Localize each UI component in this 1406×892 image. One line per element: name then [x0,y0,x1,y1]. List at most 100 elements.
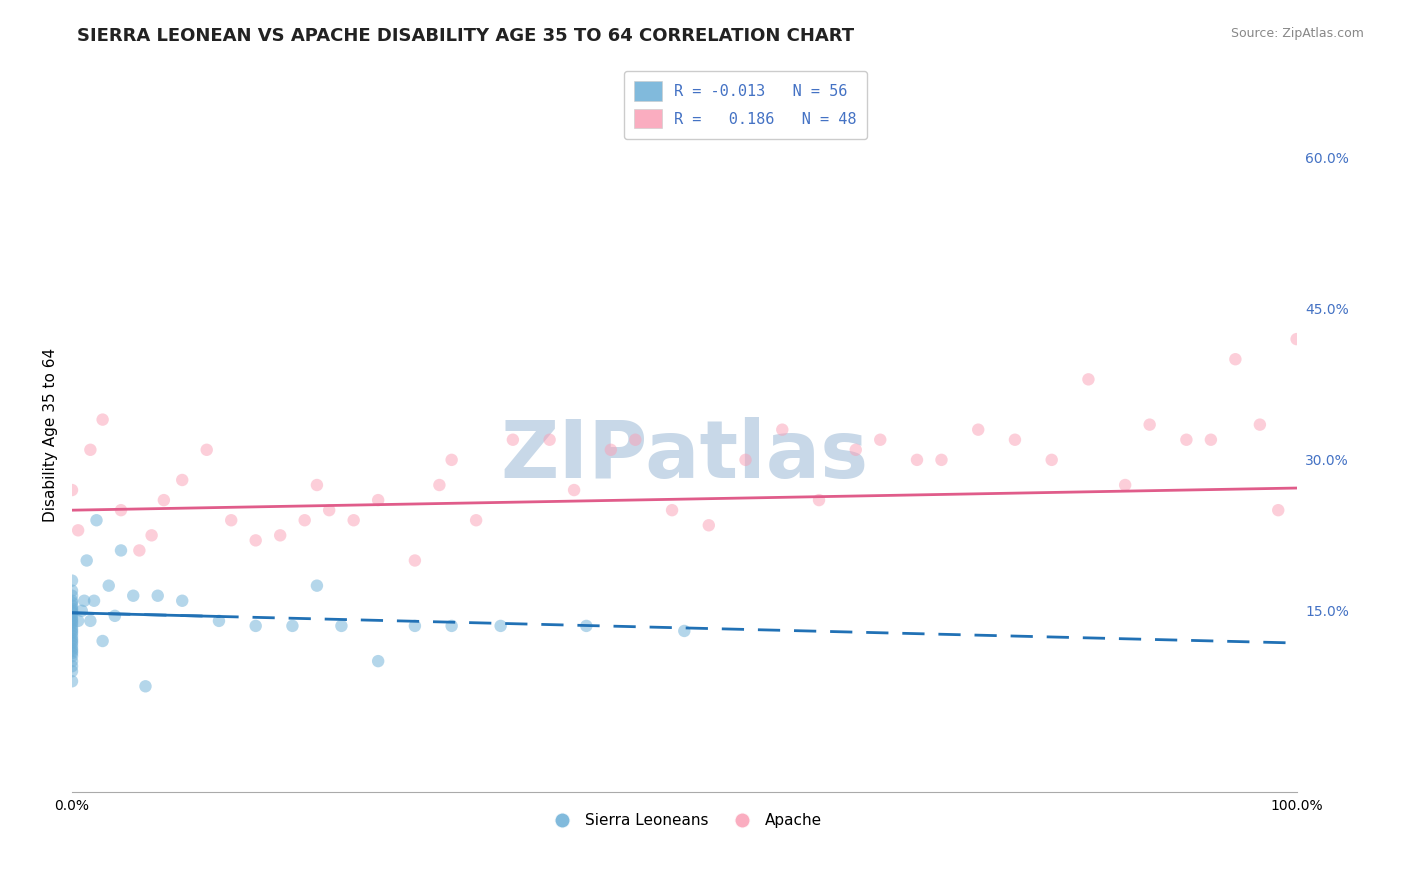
Point [330,619,353,633]
Legend: Sierra Leoneans, Apache: Sierra Leoneans, Apache [540,807,828,834]
Point [673,624,696,638]
Point [134,679,156,693]
Point [1077,372,1099,386]
Point [661,503,683,517]
Point [60,632,83,646]
Point [967,423,990,437]
Y-axis label: Disability Age 35 to 64: Disability Age 35 to 64 [44,348,58,522]
Point [60,612,83,626]
Point [60,593,83,607]
Point [60,583,83,598]
Point [1114,478,1136,492]
Point [1199,433,1222,447]
Point [367,493,389,508]
Point [172,473,194,487]
Text: SIERRA LEONEAN VS APACHE DISABILITY AGE 35 TO 64 CORRELATION CHART: SIERRA LEONEAN VS APACHE DISABILITY AGE … [77,27,855,45]
Point [931,453,953,467]
Point [73,593,96,607]
Point [318,503,340,517]
Point [60,615,83,630]
Point [1040,453,1063,467]
Point [599,442,621,457]
Point [86,513,108,527]
Point [269,528,291,542]
Point [122,589,145,603]
Point [489,619,512,633]
Point [60,619,83,633]
Point [60,589,83,603]
Point [219,513,242,527]
Point [697,518,720,533]
Point [770,423,793,437]
Point [1285,332,1308,346]
Point [79,442,101,457]
Point [60,606,83,620]
Point [91,634,114,648]
Point [60,614,83,628]
Point [110,503,132,517]
Point [60,596,83,610]
Point [404,553,426,567]
Point [60,604,83,618]
Point [562,483,585,497]
Point [67,524,90,538]
Point [83,593,105,607]
Point [60,599,83,613]
Point [1004,433,1026,447]
Point [153,493,176,508]
Point [60,626,83,640]
Point [67,614,90,628]
Point [1249,417,1271,432]
Point [440,619,463,633]
Point [624,433,647,447]
Point [97,579,120,593]
Point [734,453,756,467]
Point [172,593,194,607]
Point [1139,417,1161,432]
Point [195,442,218,457]
Point [91,412,114,426]
Point [869,433,891,447]
Point [538,433,561,447]
Point [808,493,831,508]
Point [60,674,83,689]
Point [845,442,868,457]
Point [60,608,83,623]
Point [905,453,928,467]
Point [70,604,93,618]
Point [60,602,83,616]
Point [367,654,389,668]
Point [60,654,83,668]
Point [281,619,304,633]
Point [343,513,366,527]
Point [60,634,83,648]
Point [76,553,98,567]
Point [60,574,83,588]
Point [60,642,83,657]
Point [60,636,83,650]
Point [305,478,328,492]
Point [1175,433,1198,447]
Text: Source: ZipAtlas.com: Source: ZipAtlas.com [1230,27,1364,40]
Point [440,453,463,467]
Point [104,608,127,623]
Point [60,629,83,643]
Point [128,543,150,558]
Point [429,478,451,492]
Point [60,646,83,660]
Point [1267,503,1289,517]
Point [110,543,132,558]
Point [305,579,328,593]
Point [79,614,101,628]
Point [60,644,83,658]
Point [294,513,316,527]
Point [404,619,426,633]
Point [208,614,231,628]
Point [60,639,83,653]
Point [60,483,83,497]
Point [60,649,83,664]
Point [465,513,488,527]
Point [60,622,83,636]
Point [60,664,83,678]
Point [245,533,267,548]
